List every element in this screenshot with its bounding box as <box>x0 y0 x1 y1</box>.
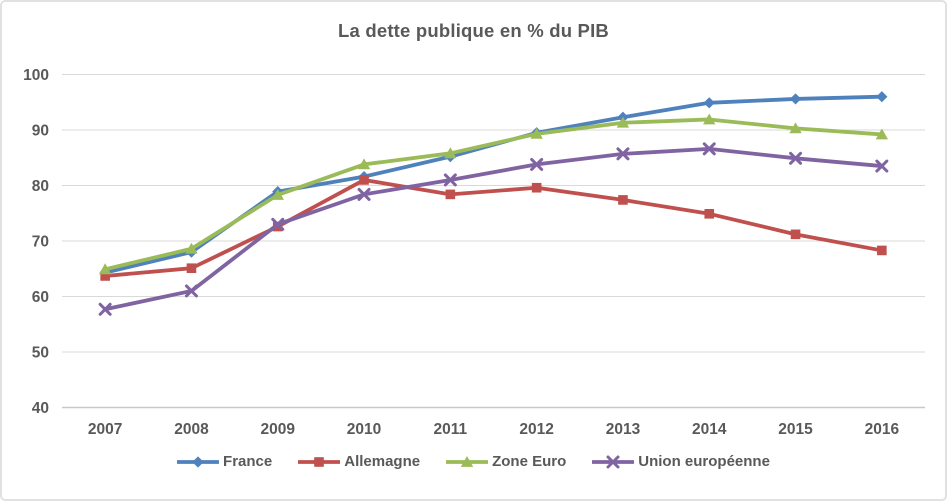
marker-allemagne-2015 <box>790 229 801 240</box>
marker-union-europ-enne-2010 <box>357 187 371 201</box>
marker-france-2015 <box>789 93 802 105</box>
marker-allemagne-2016 <box>877 245 887 256</box>
series-line-france <box>103 94 884 275</box>
marker-union-europ-enne-2011 <box>443 173 457 187</box>
y-tick-label-100: 100 <box>23 67 49 84</box>
y-tick-label-80: 80 <box>32 178 49 195</box>
legend-swatch-france <box>177 455 220 468</box>
x-tick-label-2010: 2010 <box>347 421 381 438</box>
marker-allemagne-2012 <box>531 182 542 193</box>
x-tick-label-2009: 2009 <box>261 421 296 438</box>
marker-zone-euro-2014 <box>703 113 716 125</box>
marker-union-europ-enne-2007 <box>98 302 112 316</box>
marker-zone-euro-2016 <box>875 128 889 140</box>
marker-zone-euro-2009 <box>271 188 284 200</box>
legend-swatch-allemagne <box>298 456 341 467</box>
marker-allemagne-2007 <box>100 271 110 281</box>
marker-union-europ-enne-2008 <box>184 284 198 298</box>
marker-france-2014 <box>703 97 715 109</box>
legend-item-allemagne: Allemagne <box>298 453 420 470</box>
legend-label-allemagne: Allemagne <box>344 453 421 470</box>
legend-marker-zone-euro <box>460 455 474 467</box>
marker-zone-euro-2008 <box>185 242 198 254</box>
legend-marker-union-europ-enne <box>606 455 620 468</box>
marker-zone-euro-2013 <box>616 116 630 128</box>
marker-zone-euro-2011 <box>444 147 457 159</box>
x-tick-label-2011: 2011 <box>434 421 468 438</box>
marker-zone-euro-2007 <box>98 263 112 275</box>
marker-zone-euro-2012 <box>530 127 543 139</box>
marker-allemagne-2011 <box>445 189 456 200</box>
marker-union-europ-enne-2009 <box>271 217 285 231</box>
y-tick-label-40: 40 <box>32 400 49 417</box>
x-tick-label-2015: 2015 <box>778 421 813 438</box>
series-allemagne <box>100 175 887 281</box>
marker-zone-euro-2010 <box>357 158 371 170</box>
x-tick-label-2013: 2013 <box>606 421 641 438</box>
marker-allemagne-2014 <box>704 209 715 219</box>
marker-zone-euro-2015 <box>789 122 802 134</box>
legend-swatch-zone-euro <box>446 455 489 467</box>
legend-marker-allemagne <box>314 456 325 467</box>
series-france <box>99 91 888 279</box>
marker-union-europ-enne-2016 <box>875 159 889 173</box>
series-line-union-europ-enne <box>103 146 884 312</box>
legend-swatch-union-europ-enne <box>592 455 635 468</box>
chart-title: La dette publique en % du PIB <box>338 20 609 41</box>
marker-union-europ-enne-2014 <box>702 142 716 156</box>
legend-label-france: France <box>223 453 273 470</box>
x-tick-label-2012: 2012 <box>519 421 553 438</box>
legend-item-union-europ-enne: Union européenne <box>592 453 770 470</box>
x-tick-label-2014: 2014 <box>692 421 727 438</box>
legend-marker-france <box>192 455 204 468</box>
marker-union-europ-enne-2013 <box>616 147 630 161</box>
marker-union-europ-enne-2015 <box>789 151 803 165</box>
legend: France Allemagne Zone Euro Union européenne <box>2 453 945 470</box>
series-zone-euro <box>98 113 889 275</box>
y-tick-label-50: 50 <box>32 345 49 362</box>
legend-label-zone-euro: Zone Euro <box>492 453 567 470</box>
legend-label-union-europ-enne: Union européenne <box>638 453 770 470</box>
marker-allemagne-2008 <box>186 263 197 273</box>
series-union-europ-enne <box>98 142 889 316</box>
marker-allemagne-2013 <box>618 195 628 205</box>
x-tick-label-2008: 2008 <box>174 421 209 438</box>
marker-france-2016 <box>876 91 888 103</box>
y-tick-label-90: 90 <box>32 123 49 140</box>
marker-allemagne-2010 <box>359 175 369 185</box>
series-line-allemagne <box>103 178 884 278</box>
x-tick-label-2016: 2016 <box>865 421 900 438</box>
x-tick-label-2007: 2007 <box>88 421 122 438</box>
legend-item-zone-euro: Zone Euro <box>446 453 566 470</box>
y-tick-label-60: 60 <box>32 289 49 306</box>
y-tick-label-70: 70 <box>32 234 49 251</box>
marker-union-europ-enne-2012 <box>530 157 544 171</box>
legend-item-france: France <box>177 453 272 470</box>
series-line-zone-euro <box>103 117 884 272</box>
